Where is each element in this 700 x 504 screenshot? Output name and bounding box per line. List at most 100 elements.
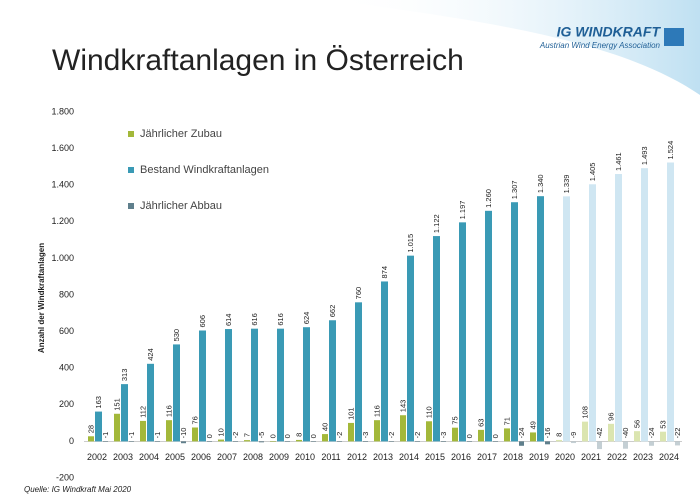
bar <box>348 422 354 442</box>
bar <box>277 328 284 442</box>
value-label: -1 <box>101 432 110 439</box>
value-label: 116 <box>372 405 381 417</box>
bar <box>233 441 238 442</box>
value-label: 75 <box>450 416 459 424</box>
value-label: 1.260 <box>484 189 493 208</box>
x-tick-label: 2023 <box>633 452 653 462</box>
bar <box>467 441 472 442</box>
bar <box>407 255 414 442</box>
x-tick-label: 2004 <box>139 452 159 462</box>
bar <box>415 441 420 442</box>
bar <box>608 423 614 442</box>
legend-label: Jährlicher Zubau <box>140 128 222 140</box>
value-label: 108 <box>580 406 589 419</box>
value-label: 28 <box>86 425 95 433</box>
value-label: -5 <box>257 432 266 439</box>
bar <box>459 222 466 442</box>
x-tick-label: 2005 <box>165 452 185 462</box>
legend-label: Bestand Windkraftanlagen <box>140 164 269 176</box>
value-label: 96 <box>606 412 615 420</box>
value-label: 143 <box>398 400 407 413</box>
bar <box>207 441 212 442</box>
y-tick-label: -200 <box>56 472 74 482</box>
value-label: 8 <box>554 433 563 437</box>
bar <box>389 441 394 442</box>
bar <box>374 420 380 442</box>
bar <box>114 413 120 442</box>
value-label: 1.524 <box>666 141 675 160</box>
value-label: -10 <box>179 428 188 439</box>
source: Quelle: IG Windkraft Mai 2020 <box>24 485 132 494</box>
bar <box>634 431 640 442</box>
legend-swatch <box>128 131 134 137</box>
x-tick-label: 2012 <box>347 452 367 462</box>
value-label: 1.307 <box>510 180 519 199</box>
value-label: -2 <box>387 432 396 439</box>
value-label: -1 <box>153 432 162 439</box>
bar <box>537 196 544 442</box>
bar <box>218 439 224 442</box>
legend-swatch <box>128 203 134 209</box>
bar <box>296 439 302 442</box>
x-tick-label: 2011 <box>321 452 340 462</box>
y-tick-label: 600 <box>59 326 74 336</box>
value-label: -3 <box>439 432 448 439</box>
value-label: 63 <box>476 419 485 427</box>
value-label: -2 <box>335 432 344 439</box>
bar <box>511 202 518 442</box>
value-label: -2 <box>413 432 422 439</box>
value-label: 71 <box>502 417 511 425</box>
value-label: -42 <box>595 428 604 439</box>
value-label: 616 <box>276 313 285 326</box>
value-label: 424 <box>146 348 155 361</box>
bar <box>493 441 498 442</box>
value-label: 0 <box>268 434 277 438</box>
x-tick-label: 2015 <box>425 452 445 462</box>
value-label: 1.197 <box>458 201 467 220</box>
bar <box>95 411 102 442</box>
bar <box>88 436 94 442</box>
y-tick-label: 200 <box>59 399 74 409</box>
x-tick-label: 2021 <box>581 452 601 462</box>
y-axis-label: Anzahl der Windkraftanlagen <box>37 243 46 353</box>
x-tick-label: 2008 <box>243 452 263 462</box>
x-tick-label: 2006 <box>191 452 211 462</box>
value-label: 76 <box>190 416 199 424</box>
value-label: 530 <box>172 329 181 342</box>
bar <box>155 441 160 442</box>
legend-swatch <box>128 167 134 173</box>
value-label: -1 <box>127 432 136 439</box>
bar <box>623 441 628 449</box>
logo-title: IG WINDKRAFT <box>557 24 662 40</box>
value-label: 1.339 <box>562 175 571 194</box>
value-label: 10 <box>216 428 225 436</box>
value-label: 606 <box>198 315 207 328</box>
bar <box>140 420 146 442</box>
value-label: -24 <box>517 428 526 439</box>
value-label: 110 <box>424 406 433 418</box>
bar <box>556 439 562 442</box>
bar <box>641 168 648 442</box>
x-tick-label: 2020 <box>555 452 575 462</box>
value-label: 874 <box>380 266 389 279</box>
value-label: 760 <box>354 287 363 300</box>
bar <box>103 441 108 442</box>
bar <box>530 432 536 442</box>
bar <box>311 441 316 442</box>
bar <box>363 441 368 442</box>
logo-subtitle: Austrian Wind Energy Association <box>539 41 661 50</box>
value-label: 163 <box>94 396 103 409</box>
bar <box>355 302 362 442</box>
x-tick-label: 2009 <box>269 452 289 462</box>
bar <box>426 421 432 442</box>
bar <box>675 441 680 446</box>
bar <box>199 330 206 442</box>
bar <box>173 344 180 442</box>
bar <box>433 236 440 442</box>
y-tick-label: 1.400 <box>51 180 74 190</box>
value-label: -24 <box>647 428 656 439</box>
value-label: 56 <box>632 420 641 428</box>
bar <box>259 441 264 443</box>
bar <box>504 428 510 442</box>
